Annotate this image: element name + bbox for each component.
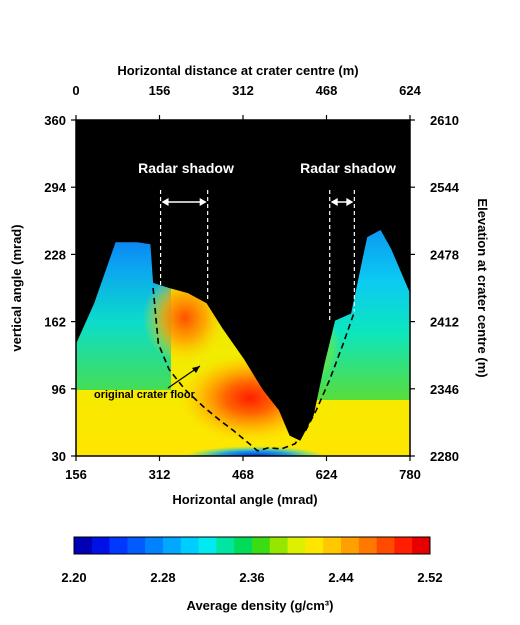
radar-shadow-label-left: Radar shadow	[138, 160, 234, 176]
right-axis-tick-label: 2544	[430, 180, 460, 195]
right-axis-tick-label: 2412	[430, 315, 459, 330]
colorbar-tick-label: 2.36	[239, 570, 264, 585]
colorbar-swatch	[145, 537, 164, 554]
top-axis-tick-label: 0	[72, 83, 79, 98]
colorbar-swatch	[358, 537, 377, 554]
right-axis-tick-label: 2610	[430, 113, 459, 128]
left-axis-tick-label: 162	[44, 315, 66, 330]
left-axis-tick-label: 228	[44, 247, 66, 262]
colorbar-tick-label: 2.20	[61, 570, 86, 585]
radar-shadow-arrowhead	[199, 198, 207, 206]
colorbar-swatch	[163, 537, 182, 554]
density-field	[76, 120, 410, 456]
colorbar-tick-label: 2.28	[150, 570, 175, 585]
bottom-axis-tick-label: 624	[316, 467, 338, 482]
density-low-bottom	[185, 446, 325, 456]
colorbar-swatch	[287, 537, 306, 554]
top-axis-tick-label: 156	[149, 83, 171, 98]
axis-ticks: 156 312 468 624 780 0 156 312 468 624 360 294 228 162…	[44, 83, 459, 482]
top-axis-tick-label: 468	[316, 83, 338, 98]
colorbar-swatch	[412, 537, 431, 554]
crater-floor-pointer-head	[192, 366, 200, 373]
left-axis-tick-label: 294	[44, 180, 66, 195]
radar-shadow-lines	[159, 190, 355, 321]
colorbar-title: Average density (g/cm³)	[187, 598, 334, 613]
left-axis-tick-label: 96	[52, 382, 66, 397]
colorbar-tick-label: 2.52	[417, 570, 442, 585]
left-axis-title: vertical angle (mrad)	[9, 224, 24, 351]
original-crater-floor-line	[152, 287, 355, 452]
colorbar-swatch	[91, 537, 110, 554]
bottom-axis-tick-label: 468	[232, 467, 254, 482]
top-axis-tick-label: 624	[399, 83, 421, 98]
right-axis-tick-label: 2478	[430, 247, 459, 262]
colorbar-swatch	[109, 537, 128, 554]
left-axis-tick-label: 30	[52, 449, 66, 464]
right-axis-tick-label: 2346	[430, 382, 459, 397]
colorbar-tick-label: 2.44	[328, 570, 354, 585]
colorbar-swatch	[74, 537, 93, 554]
colorbar-swatch	[234, 537, 253, 554]
colorbar-swatch	[341, 537, 360, 554]
original-crater-floor-label: original crater floor	[94, 389, 196, 401]
left-axis-tick-label: 360	[44, 113, 66, 128]
radar-shadow-arrowhead	[330, 198, 338, 206]
right-axis-title: Elevation at crater centre (m)	[475, 198, 490, 377]
colorbar-swatch	[323, 537, 342, 554]
bottom-axis-tick-label: 312	[149, 467, 171, 482]
top-axis-title: Horizontal distance at crater centre (m)	[117, 63, 358, 78]
colorbar-ticks: 2.20 2.28 2.36 2.44 2.52	[61, 570, 442, 585]
colorbar-swatch	[198, 537, 217, 554]
radar-shadow-arrowhead	[346, 198, 354, 206]
colorbar-swatch	[305, 537, 324, 554]
bottom-axis-tick-label: 156	[65, 467, 87, 482]
radar-shadow-label-right: Radar shadow	[300, 160, 396, 176]
colorbar-swatch	[180, 537, 199, 554]
right-axis-tick-label: 2280	[430, 449, 459, 464]
colorbar	[73, 536, 431, 555]
colorbar-swatch	[127, 537, 146, 554]
radar-shadow-sky	[76, 120, 410, 441]
colorbar-frame	[73, 536, 431, 555]
colorbar-swatch	[216, 537, 235, 554]
radar-shadow-arrowhead	[161, 198, 169, 206]
bottom-axis-title: Horizontal angle (mrad)	[172, 492, 317, 507]
top-axis-tick-label: 312	[232, 83, 254, 98]
colorbar-swatch	[394, 537, 413, 554]
colorbar-swatch	[376, 537, 395, 554]
colorbar-swatch	[252, 537, 271, 554]
colorbar-swatch	[269, 537, 288, 554]
bottom-axis-tick-label: 780	[399, 467, 421, 482]
